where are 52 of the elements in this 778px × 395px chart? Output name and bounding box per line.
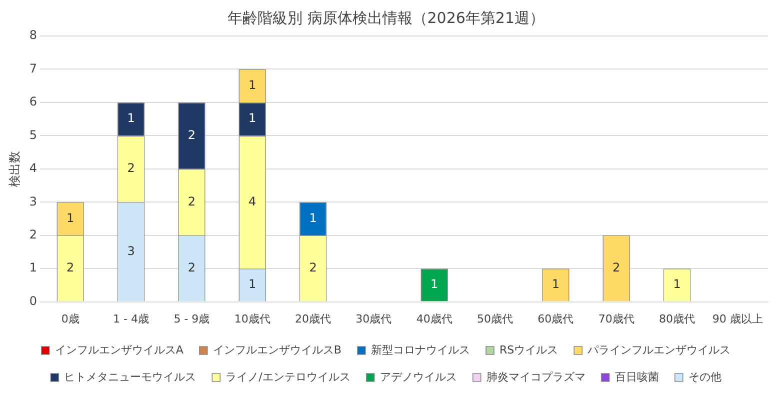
data-label: 1 bbox=[66, 210, 74, 225]
x-tick-label: 20歳代 bbox=[295, 312, 332, 326]
y-axis-title: 検出数 bbox=[7, 150, 22, 187]
x-tick-label: 10歳代 bbox=[234, 312, 270, 326]
data-label: 2 bbox=[188, 194, 196, 208]
legend-label: 新型コロナウイルス bbox=[370, 343, 470, 356]
x-tick-label: 70歳代 bbox=[598, 312, 634, 326]
chart-title: 年齢階級別 病原体検出情報（2026年第21週） bbox=[227, 8, 545, 27]
legend-label: インフルエンザウイルスB bbox=[212, 343, 342, 356]
data-label: 2 bbox=[612, 260, 620, 274]
legend-label: RSウイルス bbox=[499, 343, 558, 356]
legend-label: インフルエンザウイルスA bbox=[54, 343, 184, 356]
legend-label: 百日咳菌 bbox=[614, 370, 659, 384]
data-label: 2 bbox=[66, 260, 74, 274]
legend-label: ヒトメタニューモウイルス bbox=[64, 370, 196, 384]
x-tick-label: 5 - 9歳 bbox=[174, 312, 210, 326]
y-tick-label: 5 bbox=[29, 128, 38, 142]
y-tick-label: 6 bbox=[29, 94, 38, 109]
data-label: 1 bbox=[248, 111, 256, 126]
data-label: 2 bbox=[127, 161, 135, 176]
y-tick-label: 4 bbox=[29, 161, 38, 176]
legend-label: その他 bbox=[688, 370, 722, 384]
data-label: 1 bbox=[673, 277, 681, 292]
data-label: 1 bbox=[248, 277, 256, 292]
legend-label: パラインフルエンザウイルス bbox=[586, 343, 731, 356]
data-label: 2 bbox=[188, 260, 196, 274]
data-label: 4 bbox=[248, 194, 256, 208]
x-tick-label: 90 歳以上 bbox=[712, 312, 763, 326]
x-tick-label: 0歳 bbox=[61, 312, 80, 326]
x-tick-label: 1 - 4歳 bbox=[113, 312, 150, 326]
y-tick-label: 1 bbox=[29, 260, 38, 275]
data-label: 1 bbox=[248, 78, 256, 92]
data-label: 1 bbox=[430, 277, 438, 292]
data-label: 1 bbox=[552, 277, 560, 292]
y-tick-label: 7 bbox=[29, 61, 38, 76]
data-label: 3 bbox=[127, 244, 135, 258]
data-label: 2 bbox=[309, 260, 317, 274]
x-tick-label: 50歳代 bbox=[477, 312, 514, 326]
data-label: 1 bbox=[309, 210, 317, 225]
x-tick-label: 30歳代 bbox=[356, 312, 392, 326]
x-tick-label: 80歳代 bbox=[659, 312, 696, 326]
legend-label: 肺炎マイコプラズマ bbox=[486, 370, 586, 384]
data-label: 2 bbox=[188, 128, 196, 142]
legend-label: アデノウイルス bbox=[380, 370, 457, 384]
y-tick-label: 3 bbox=[29, 194, 38, 208]
y-tick-label: 0 bbox=[29, 294, 38, 308]
data-label: 1 bbox=[127, 111, 135, 126]
x-tick-label: 60歳代 bbox=[538, 312, 574, 326]
legend-label: ライノ/エンテロウイルス bbox=[226, 370, 350, 384]
y-tick-label: 8 bbox=[29, 28, 38, 42]
x-tick-label: 40歳代 bbox=[416, 312, 452, 326]
y-tick-label: 2 bbox=[29, 227, 38, 242]
